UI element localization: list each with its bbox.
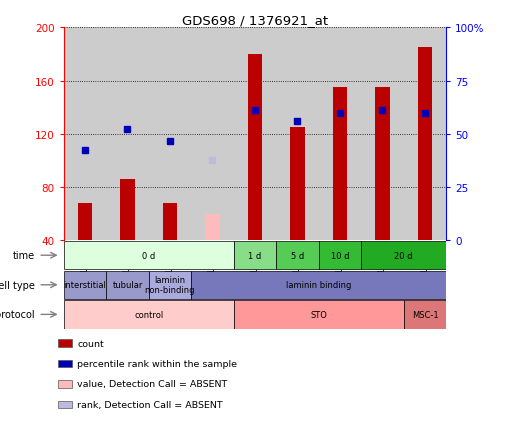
Text: laminin binding: laminin binding	[286, 281, 351, 289]
Bar	[417, 48, 432, 241]
Text: cell type: cell type	[0, 280, 35, 290]
Bar	[58, 401, 72, 408]
Text: percentile rank within the sample: percentile rank within the sample	[77, 359, 237, 368]
Bar	[77, 204, 92, 241]
Bar	[374, 88, 389, 241]
Bar	[233, 300, 403, 329]
Text: tubular: tubular	[112, 281, 143, 289]
Bar	[233, 241, 276, 270]
Bar	[64, 300, 233, 329]
Text: value, Detection Call = ABSENT: value, Detection Call = ABSENT	[77, 380, 227, 388]
Text: MSC-1: MSC-1	[411, 310, 437, 319]
Bar	[149, 28, 191, 241]
Bar	[64, 28, 106, 241]
Text: rank, Detection Call = ABSENT: rank, Detection Call = ABSENT	[77, 400, 222, 409]
Text: 10 d: 10 d	[330, 251, 349, 260]
Bar	[403, 28, 445, 241]
Bar	[149, 271, 191, 299]
Bar	[162, 204, 177, 241]
Bar	[205, 214, 219, 241]
Text: control: control	[134, 310, 163, 319]
Bar	[191, 28, 233, 241]
Text: growth protocol: growth protocol	[0, 310, 35, 319]
Bar	[120, 180, 135, 241]
Bar	[191, 271, 445, 299]
Bar	[58, 339, 72, 347]
Text: 5 d: 5 d	[290, 251, 303, 260]
Bar	[360, 28, 403, 241]
Text: 0 d: 0 d	[142, 251, 155, 260]
Bar	[64, 241, 233, 270]
Bar	[58, 380, 72, 388]
Bar	[318, 28, 360, 241]
Text: time: time	[13, 251, 35, 260]
Bar	[233, 28, 276, 241]
Bar	[290, 128, 304, 241]
Bar	[64, 271, 106, 299]
Bar	[106, 271, 149, 299]
Bar	[318, 241, 360, 270]
Bar	[58, 360, 72, 368]
Bar	[276, 241, 318, 270]
Title: GDS698 / 1376921_at: GDS698 / 1376921_at	[182, 14, 327, 27]
Bar	[403, 300, 445, 329]
Text: laminin
non-binding: laminin non-binding	[145, 276, 195, 295]
Bar	[360, 241, 445, 270]
Bar	[247, 55, 262, 241]
Text: 20 d: 20 d	[394, 251, 412, 260]
Bar	[276, 28, 318, 241]
Text: 1 d: 1 d	[248, 251, 261, 260]
Bar	[106, 28, 149, 241]
Text: interstitial: interstitial	[64, 281, 106, 289]
Text: STO: STO	[309, 310, 327, 319]
Bar	[332, 88, 347, 241]
Text: count: count	[77, 339, 104, 348]
